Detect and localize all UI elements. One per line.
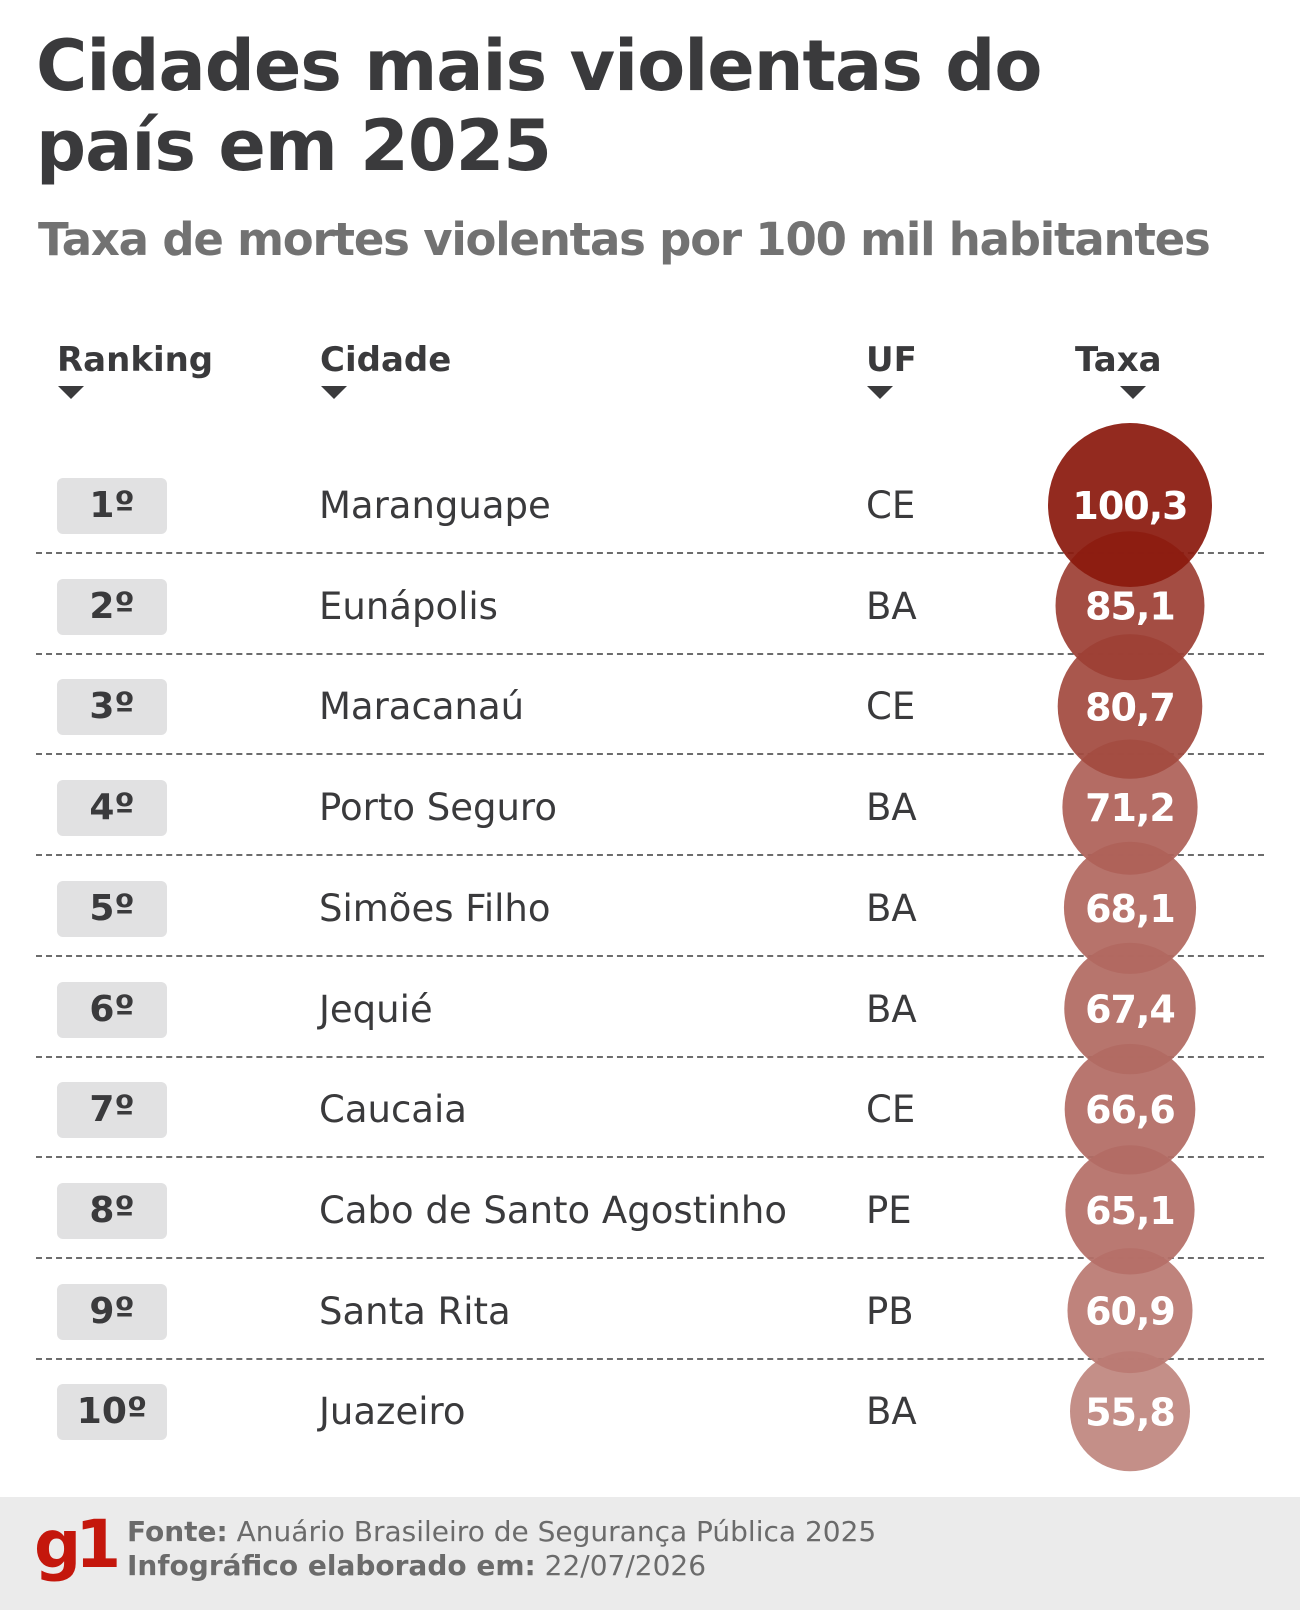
sort-arrow-icon — [1120, 386, 1146, 399]
city-name: Santa Rita — [319, 1289, 511, 1333]
state-code: PB — [866, 1289, 914, 1333]
state-code: CE — [866, 1088, 916, 1132]
table-row: 1º Maranguape CE — [0, 455, 1300, 555]
row-divider — [36, 1357, 1264, 1360]
state-code: PE — [866, 1188, 912, 1232]
table-row: 4º Porto Seguro BA — [0, 757, 1300, 857]
city-name: Maracanaú — [319, 685, 525, 729]
date-label: Infográfico elaborado em: — [127, 1549, 536, 1582]
state-code: BA — [866, 584, 917, 628]
ranking-table: 1º Maranguape CE 2º Eunápolis BA 3º Maracanaú CE… — [0, 455, 1300, 1461]
table-row: 7º Caucaia CE — [0, 1059, 1300, 1159]
row-divider — [36, 753, 1264, 756]
row-divider — [36, 954, 1264, 957]
date-line: Infográfico elaborado em: 22/07/2026 — [127, 1549, 706, 1583]
source-label: Fonte: — [127, 1515, 228, 1548]
state-code: CE — [866, 484, 916, 527]
sort-arrow-icon — [321, 386, 347, 399]
city-name: Simões Filho — [319, 886, 551, 930]
row-divider — [36, 854, 1264, 857]
row-divider — [36, 1256, 1264, 1259]
state-code: BA — [866, 886, 917, 930]
source-line: Fonte: Anuário Brasileiro de Segurança P… — [127, 1515, 876, 1549]
table-row: 8º Cabo de Santo Agostinho PE — [0, 1160, 1300, 1260]
state-code: BA — [866, 1390, 917, 1434]
state-code: BA — [866, 786, 917, 830]
city-name: Juazeiro — [319, 1390, 466, 1434]
column-header-rate[interactable]: Taxa — [1075, 340, 1162, 399]
row-divider — [36, 1055, 1264, 1058]
column-header-label: Taxa — [1075, 340, 1162, 380]
column-header-city[interactable]: Cidade — [320, 340, 451, 399]
table-row: 6º Jequié BA — [0, 959, 1300, 1059]
column-header-rank[interactable]: Ranking — [57, 340, 213, 399]
city-name: Eunápolis — [319, 584, 498, 628]
table-row: 10º Juazeiro BA — [0, 1361, 1300, 1461]
rank-badge: 1º — [57, 478, 167, 534]
date-value: 22/07/2026 — [544, 1549, 707, 1582]
row-divider — [36, 552, 1264, 554]
rank-badge: 5º — [57, 880, 167, 937]
city-name: Cabo de Santo Agostinho — [319, 1188, 787, 1232]
city-name: Porto Seguro — [319, 786, 557, 830]
column-header-label: Ranking — [57, 340, 214, 380]
table-row: 2º Eunápolis BA — [0, 556, 1300, 656]
table-row: 3º Maracanaú CE — [0, 656, 1300, 756]
state-code: BA — [866, 987, 917, 1031]
rank-badge: 9º — [57, 1283, 167, 1340]
rank-badge: 4º — [57, 780, 167, 837]
column-header-uf[interactable]: UF — [866, 340, 917, 399]
city-name: Maranguape — [319, 484, 551, 527]
column-header-label: UF — [866, 340, 917, 380]
rank-badge: 10º — [57, 1384, 167, 1441]
table-row: 9º Santa Rita PB — [0, 1261, 1300, 1361]
rank-badge: 2º — [57, 578, 167, 635]
sort-arrow-icon — [58, 386, 84, 399]
rank-badge: 7º — [57, 1082, 167, 1139]
rank-badge: 6º — [57, 981, 167, 1038]
row-divider — [36, 1156, 1264, 1159]
footer: g1 Fonte: Anuário Brasileiro de Seguranç… — [0, 1497, 1300, 1610]
rank-badge: 3º — [57, 679, 167, 736]
state-code: CE — [866, 685, 916, 729]
page-subtitle: Taxa de mortes violentas por 100 mil hab… — [38, 213, 1211, 266]
city-name: Caucaia — [319, 1088, 467, 1132]
rank-badge: 8º — [57, 1182, 167, 1239]
table-row: 5º Simões Filho BA — [0, 858, 1300, 958]
page-title: Cidades mais violentas do país em 2025 — [36, 25, 1042, 187]
source-value: Anuário Brasileiro de Segurança Pública … — [236, 1515, 877, 1548]
row-divider — [36, 652, 1264, 655]
city-name: Jequié — [319, 987, 433, 1031]
g1-logo: g1 — [34, 1506, 121, 1583]
column-header-label: Cidade — [320, 340, 452, 380]
sort-arrow-icon — [867, 386, 893, 399]
